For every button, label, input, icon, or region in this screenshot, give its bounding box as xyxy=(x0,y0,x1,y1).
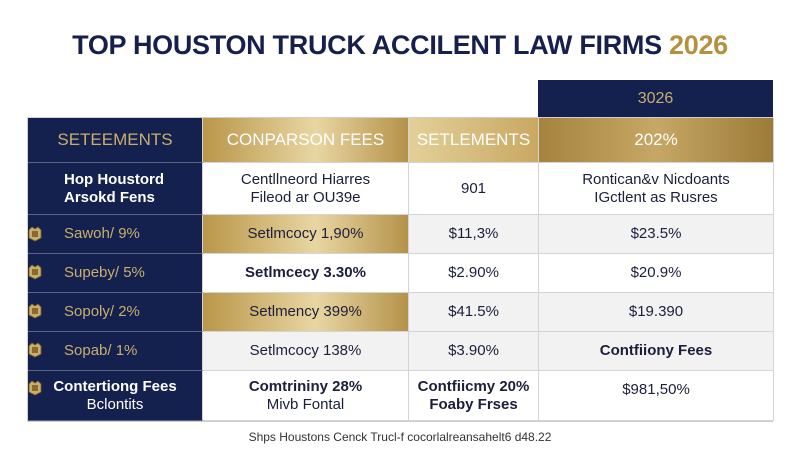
crest-icon xyxy=(28,303,42,319)
subheader-col2: Centllneord Hiarres Fileod ar OU39e xyxy=(203,163,409,215)
subheader-col1: Hop Houstord Arsokd Fens xyxy=(28,163,203,215)
table-row-4-col4: Contfiiony Fees xyxy=(539,332,774,371)
table-row-3-label: Sopoly/ 2% xyxy=(28,293,203,332)
table-row-2-label: Supeby/ 5% xyxy=(28,254,203,293)
cell-line: Contertiong Fees xyxy=(53,378,177,396)
cell-line: Rontican&v Nicdoants xyxy=(582,171,730,189)
crest-icon xyxy=(28,226,42,242)
table-row-2-col2: Setlmcecy 3.30% xyxy=(203,254,409,293)
cell-line: Arsokd Fens xyxy=(64,188,155,206)
table-row-1-col4: $23.5% xyxy=(539,215,774,254)
table-row-1-col3: $11,3% xyxy=(409,215,539,254)
table-row-5-label: Contertiong Fees Bclontits xyxy=(28,371,203,421)
cell-line: Foaby Frses xyxy=(429,395,518,413)
comparison-table: SETEEMENTS CONPARSON FEES SETLEMENTS 202… xyxy=(27,117,774,422)
crest-icon xyxy=(28,264,42,280)
cell-line: Mivb Fontal xyxy=(266,395,345,413)
year-header-cell: 3026 xyxy=(538,80,773,118)
header-col4: 202% xyxy=(539,118,774,163)
cell-line: IGctlent as Rusres xyxy=(594,188,718,206)
cell-line: Fileod ar OU39e xyxy=(250,188,361,206)
crest-icon xyxy=(28,380,42,396)
table-row-4-col3: $3.90% xyxy=(409,332,539,371)
table-row-4-col2: Setlmcocy 138% xyxy=(203,332,409,371)
table-row-5-col2: Comtrininy 28% Mivb Fontal xyxy=(203,371,409,421)
subheader-col4: Rontican&v Nicdoants IGctlent as Rusres xyxy=(539,163,774,215)
cell-line: Comtrininy 28% xyxy=(248,378,363,396)
footer-note: Shps Houstons Cenck Trucl-f cocorlalrean… xyxy=(248,430,552,444)
table-row-5-col3: Contfiicmy 20% Foaby Frses xyxy=(409,371,539,421)
cell-line: Bclontits xyxy=(86,395,144,413)
header-col1: SETEEMENTS xyxy=(28,118,203,163)
table-row-1-col2: Setlmcocy 1,90% xyxy=(203,215,409,254)
header-col2: CONPARSON FEES xyxy=(203,118,409,163)
table-row-5-col4: $981,50% xyxy=(539,371,774,421)
table-row-2-col4: $20.9% xyxy=(539,254,774,293)
cell-line: Contfiicmy 20% xyxy=(417,378,530,396)
header-col3: SETLEMENTS xyxy=(409,118,539,163)
cell-line: Hop Houstord xyxy=(64,171,164,189)
page-title: TOP HOUSTON TRUCK ACCILENT LAW FIRMS 202… xyxy=(0,30,800,61)
table-row-3-col4: $19.390 xyxy=(539,293,774,332)
subheader-col3: 901 xyxy=(409,163,539,215)
table-row-1-label: Sawoh/ 9% xyxy=(28,215,203,254)
crest-icon xyxy=(28,342,42,358)
table-row-3-col2: Setlmency 399% xyxy=(203,293,409,332)
cell-line: Centllneord Hiarres xyxy=(240,171,371,189)
table-row-4-label: Sopab/ 1% xyxy=(28,332,203,371)
title-text: TOP HOUSTON TRUCK ACCILENT LAW FIRMS xyxy=(72,30,662,60)
title-year: 2026 xyxy=(669,30,728,60)
table-row-2-col3: $2.90% xyxy=(409,254,539,293)
table-row-3-col3: $41.5% xyxy=(409,293,539,332)
